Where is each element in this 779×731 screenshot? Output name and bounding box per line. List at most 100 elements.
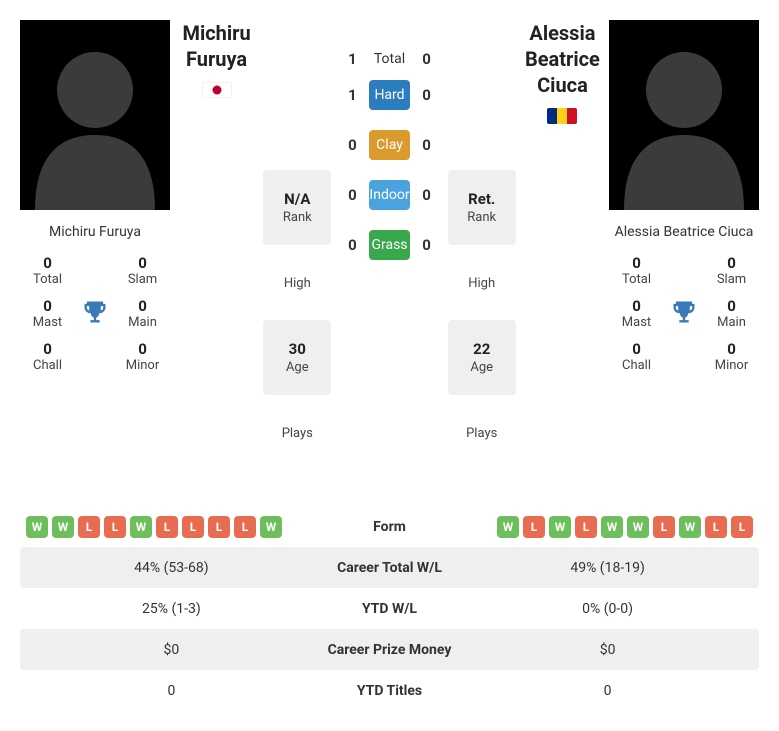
form-pill-left-1: W: [52, 516, 74, 538]
compare-label-prize: Career Prize Money: [317, 642, 462, 658]
player-card-right: Alessia Beatrice Ciuca 0 Total 0 Slam 0 …: [609, 20, 759, 373]
titles-total-left: 0 Total: [20, 254, 75, 287]
titles-mast-right: 0 Mast: [609, 297, 664, 330]
compare-label-career_wl: Career Total W/L: [317, 560, 462, 576]
compare-ytd_titles-left: 0: [26, 683, 317, 699]
form-pill-left-5: L: [156, 516, 178, 538]
form-pill-right-6: L: [653, 516, 675, 538]
titles-mast-left: 0 Mast: [20, 297, 75, 330]
compare-row-form: WWLLWLLLLWFormWLWLWWLWLL: [20, 506, 759, 547]
h2h-grass-right: 0: [414, 236, 440, 254]
trophy-icon-left: [75, 298, 115, 330]
player-silhouette-left: [20, 20, 170, 210]
surface-pill-grass[interactable]: Grass: [369, 230, 409, 260]
form-pill-right-0: W: [497, 516, 519, 538]
compare-row-ytd_titles: 0YTD Titles0: [20, 670, 759, 711]
trophy-icon-right: [664, 298, 704, 330]
form-pill-left-6: L: [182, 516, 204, 538]
compare-career_wl-right: 49% (18-19): [462, 560, 753, 576]
form-pill-left-8: L: [234, 516, 256, 538]
stat-rank-right: Ret. Rank: [448, 170, 516, 245]
player-card-name-left: Michiru Furuya: [20, 210, 170, 254]
h2h-grass-left: 0: [339, 236, 365, 254]
compare-career_wl-left: 44% (53-68): [26, 560, 317, 576]
stat-plays-left: Plays: [263, 395, 331, 470]
form-pill-right-2: W: [549, 516, 571, 538]
stats-col-right: Ret. Rank High 22 Age Plays: [448, 170, 516, 470]
titles-grid-left: 0 Total 0 Slam 0 Mast 0 Main 0 Chall: [20, 254, 170, 373]
player-name-left: Michiru Furuya: [178, 20, 255, 98]
compare-row-prize: $0Career Prize Money$0: [20, 629, 759, 670]
stats-col-left: N/A Rank High 30 Age Plays: [263, 170, 331, 470]
h2h-clay-right: 0: [414, 136, 440, 154]
h2h-total-left: 1: [339, 50, 365, 68]
form-pill-left-0: W: [26, 516, 48, 538]
compare-row-career_wl: 44% (53-68)Career Total W/L49% (18-19): [20, 547, 759, 588]
form-pill-left-2: L: [78, 516, 100, 538]
stat-age-left: 30 Age: [263, 320, 331, 395]
compare-row-ytd_wl: 25% (1-3)YTD W/L0% (0-0): [20, 588, 759, 629]
compare-table: WWLLWLLLLWFormWLWLWWLWLL44% (53-68)Caree…: [20, 506, 759, 711]
titles-slam-right: 0 Slam: [704, 254, 759, 287]
player-silhouette-right: [609, 20, 759, 210]
h2h-hard-right: 0: [414, 86, 440, 104]
stat-high-left: High: [263, 245, 331, 320]
flag-romania-icon: [547, 108, 577, 124]
flag-japan-icon: [202, 82, 232, 98]
player-card-name-right: Alessia Beatrice Ciuca: [609, 210, 759, 254]
compare-prize-right: $0: [462, 642, 753, 658]
titles-slam-left: 0 Slam: [115, 254, 170, 287]
surface-pill-clay[interactable]: Clay: [369, 130, 409, 160]
stat-age-right: 22 Age: [448, 320, 516, 395]
stat-plays-right: Plays: [448, 395, 516, 470]
form-pill-right-5: W: [627, 516, 649, 538]
surface-pill-hard[interactable]: Hard: [369, 80, 409, 110]
form-pill-right-9: L: [731, 516, 753, 538]
titles-grid-right: 0 Total 0 Slam 0 Mast 0 Main 0 Chall: [609, 254, 759, 373]
form-pill-left-7: L: [208, 516, 230, 538]
form-pill-right-8: L: [705, 516, 727, 538]
h2h-row-indoor: 0Indoor0: [339, 180, 439, 210]
player-name-right: Alessia Beatrice Ciuca: [524, 20, 601, 124]
compare-ytd_wl-left: 25% (1-3): [26, 601, 317, 617]
surface-pill-indoor[interactable]: Indoor: [369, 180, 409, 210]
h2h-row-hard: 1Hard0: [339, 80, 439, 110]
form-list-left: WWLLWLLLLW: [26, 516, 317, 538]
form-pill-right-3: L: [575, 516, 597, 538]
compare-label-ytd_wl: YTD W/L: [317, 601, 462, 617]
titles-main-right: 0 Main: [704, 297, 759, 330]
h2h-row-grass: 0Grass0: [339, 230, 439, 260]
h2h-row-clay: 0Clay0: [339, 130, 439, 160]
stat-high-right: High: [448, 245, 516, 320]
h2h-total-label: Total: [365, 51, 413, 67]
form-pill-right-1: L: [523, 516, 545, 538]
form-pill-left-9: W: [260, 516, 282, 538]
flag-right: [524, 108, 601, 124]
h2h-total-right: 0: [414, 50, 440, 68]
titles-main-left: 0 Main: [115, 297, 170, 330]
top-row: Michiru Furuya 0 Total 0 Slam 0 Mast 0 M…: [20, 20, 759, 470]
compare-prize-left: $0: [26, 642, 317, 658]
h2h-indoor-left: 0: [339, 186, 365, 204]
compare-ytd_wl-right: 0% (0-0): [462, 601, 753, 617]
compare-label-ytd_titles: YTD Titles: [317, 683, 462, 699]
h2h-column: 1 Total 0 1Hard00Clay00Indoor00Grass0: [339, 50, 439, 260]
titles-chall-left: 0 Chall: [20, 340, 75, 373]
compare-label-form: Form: [317, 519, 462, 535]
compare-ytd_titles-right: 0: [462, 683, 753, 699]
form-list-right: WLWLWWLWLL: [462, 516, 753, 538]
stat-rank-left: N/A Rank: [263, 170, 331, 245]
player-card-left: Michiru Furuya 0 Total 0 Slam 0 Mast 0 M…: [20, 20, 170, 373]
form-pill-left-4: W: [130, 516, 152, 538]
h2h-clay-left: 0: [339, 136, 365, 154]
form-pill-left-3: L: [104, 516, 126, 538]
flag-left: [178, 82, 255, 98]
h2h-total-row: 1 Total 0: [339, 50, 439, 68]
form-pill-right-7: W: [679, 516, 701, 538]
titles-total-right: 0 Total: [609, 254, 664, 287]
titles-minor-left: 0 Minor: [115, 340, 170, 373]
titles-minor-right: 0 Minor: [704, 340, 759, 373]
h2h-indoor-right: 0: [414, 186, 440, 204]
form-pill-right-4: W: [601, 516, 623, 538]
titles-chall-right: 0 Chall: [609, 340, 664, 373]
